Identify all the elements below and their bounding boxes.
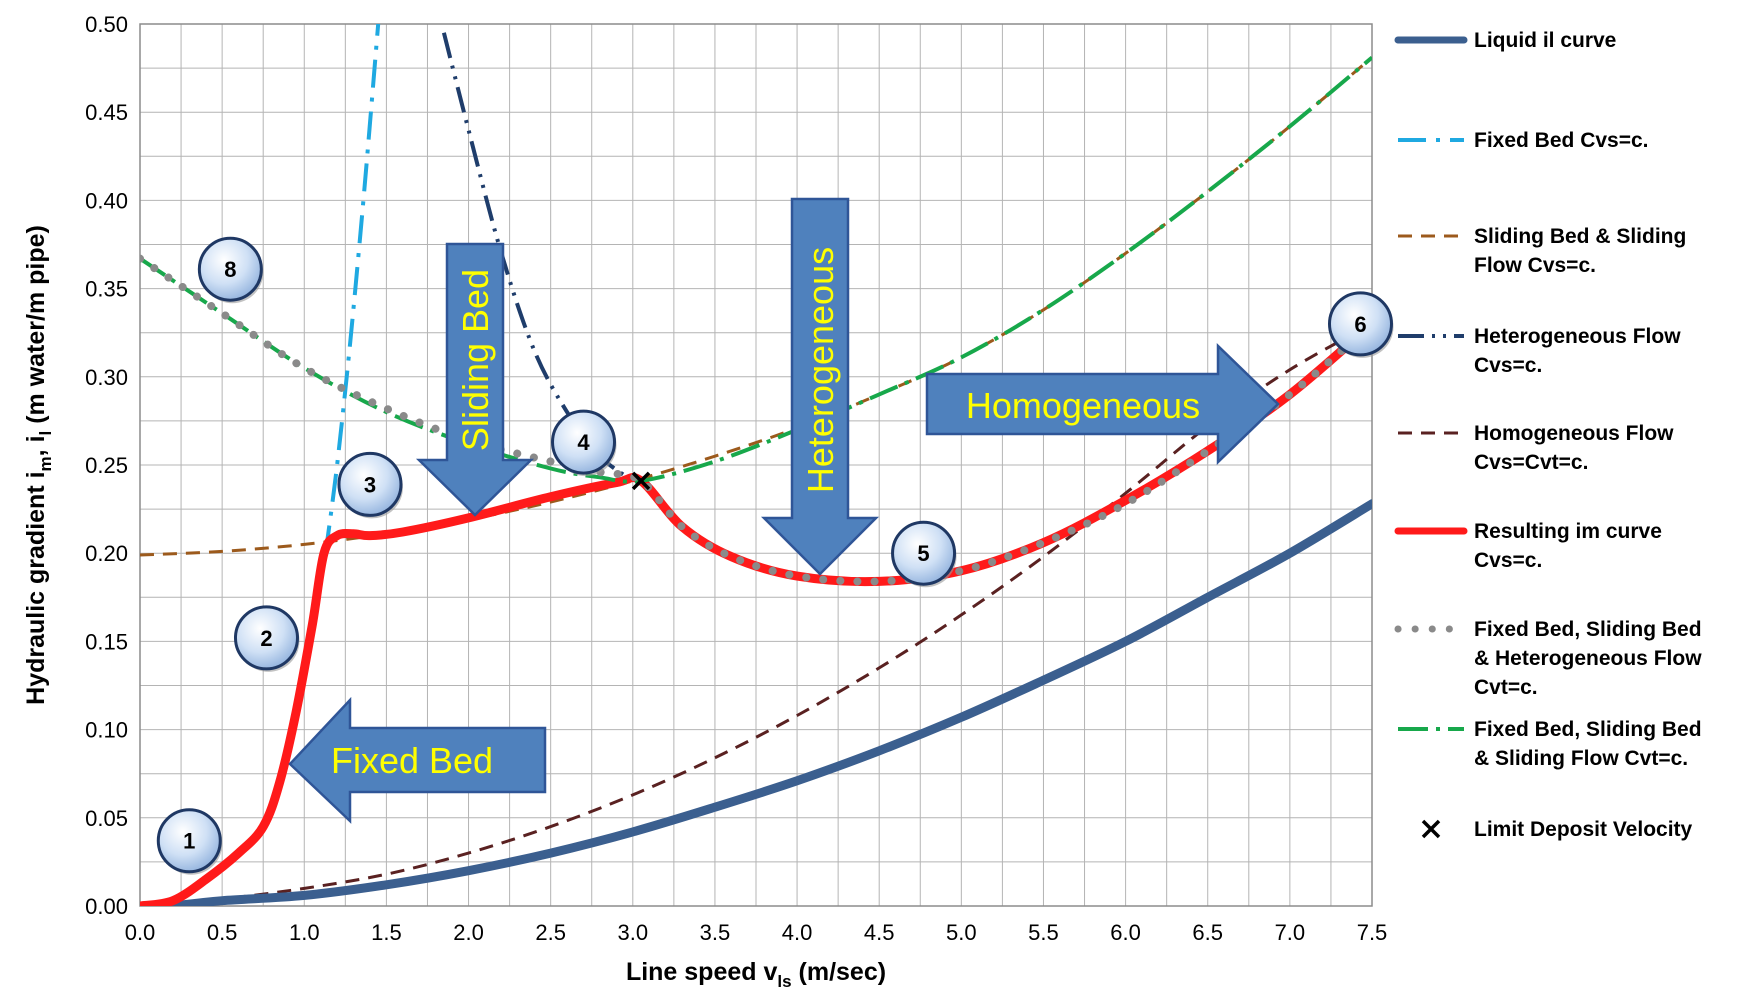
plot-border: [139, 23, 1373, 907]
fixed-bed-label: Fixed Bed: [331, 740, 493, 781]
x-tick-label: 3.5: [700, 920, 731, 945]
badge-layer: 1 2 3 4 5 6 8: [156, 236, 1394, 875]
x-tick-label: 2.5: [535, 920, 566, 945]
legend-label: Sliding Bed & Sliding: [1474, 225, 1686, 248]
y-axis-title-main: Hydraulic gradient i: [22, 471, 50, 704]
homogeneous-label: Homogeneous: [966, 385, 1200, 426]
legend-label: & Sliding Flow Cvt=c.: [1474, 747, 1688, 770]
y-axis-title-subscript: l: [36, 431, 55, 436]
y-tick-label: 0.25: [85, 453, 128, 478]
sliding-bed-arrow: [415, 242, 535, 517]
y-axis-title-subscript: m: [36, 456, 55, 471]
y-tick-label: 0.30: [85, 365, 128, 390]
legend-label: Homogeneous Flow: [1474, 422, 1674, 445]
badge-label: 5: [917, 541, 929, 566]
x-tick-label: 0.0: [125, 920, 156, 945]
y-tick-label: 0.15: [85, 629, 128, 654]
y-axis-title-separator: , i: [22, 435, 50, 456]
x-tick-label: 6.0: [1110, 920, 1141, 945]
badge-label: 1: [183, 829, 195, 854]
sliding-bed-label: Sliding Bed: [455, 269, 496, 451]
y-tick-label: 0.50: [85, 12, 128, 37]
x-axis-title: Line speed vls (m/sec): [626, 958, 886, 991]
y-axis-title-unit: (m water/m pipe): [22, 225, 50, 431]
legend-label: Flow Cvs=c.: [1474, 254, 1596, 277]
badge-circle: [551, 409, 617, 475]
y-tick-label: 0.40: [85, 188, 128, 213]
fixed-bed-arrow: [288, 696, 547, 824]
homogeneous-arrow: [925, 343, 1280, 465]
legend-label: Liquid il curve: [1474, 29, 1616, 52]
limit-deposit-marker: [631, 471, 651, 491]
x-axis-title-main: Line speed v: [626, 958, 778, 986]
legend-label: Limit Deposit Velocity: [1474, 818, 1693, 841]
badge-circle: [156, 808, 222, 874]
legend-label: Fixed Bed, Sliding Bed: [1474, 618, 1702, 641]
tick-labels: 0.0 0.5 1.0 1.5 2.0 2.5 3.0 3.5 4.0 4.5 5.0 5.5 6.0 6…: [85, 12, 1387, 945]
legend-label: Fixed Bed, Sliding Bed: [1474, 718, 1702, 741]
series-line-7: [140, 254, 1372, 586]
legend-label: Cvt=c.: [1474, 676, 1538, 699]
y-tick-label: 0.00: [85, 894, 128, 919]
axis-titles: Line speed vls (m/sec) Hydraulic gradient…: [22, 225, 886, 991]
series-line-5: [140, 322, 1372, 906]
x-tick-label: 1.0: [289, 920, 320, 945]
x-tick-label: 7.5: [1357, 920, 1388, 945]
legend-label: Heterogeneous Flow: [1474, 325, 1681, 348]
series-line-2: [323, 24, 381, 554]
x-tick-label: 6.5: [1192, 920, 1223, 945]
x-tick-label: 3.0: [618, 920, 649, 945]
heterogeneous-label: Heterogeneous: [800, 247, 841, 493]
y-tick-label: 0.35: [85, 277, 128, 302]
x-tick-label: 1.5: [371, 920, 402, 945]
legend-label: Cvs=Cvt=c.: [1474, 451, 1588, 474]
y-tick-label: 0.05: [85, 806, 128, 831]
x-axis-title-subscript: ls: [777, 972, 791, 991]
legend-label: Cvs=c.: [1474, 354, 1542, 377]
badge-circle: [337, 451, 403, 517]
badge-circle: [197, 236, 263, 302]
x-axis-title-unit: (m/sec): [792, 958, 886, 986]
badge-label: 8: [224, 257, 236, 282]
legend-label: Cvs=c.: [1474, 549, 1542, 572]
legend-limit-deposit-marker: [1421, 819, 1441, 839]
badge-circle: [233, 605, 299, 671]
badge-label: 2: [260, 626, 272, 651]
series-line-6: [140, 319, 1372, 906]
x-tick-label: 0.5: [207, 920, 238, 945]
heterogeneous-arrow: [760, 197, 880, 576]
x-tick-label: 2.0: [453, 920, 484, 945]
legend-label: Fixed Bed Cvs=c.: [1474, 129, 1649, 152]
x-tick-label: 5.5: [1028, 920, 1059, 945]
series-line-1: [168, 499, 1372, 906]
badge-circle: [1328, 291, 1394, 357]
x-tick-label: 7.0: [1275, 920, 1306, 945]
badge-label: 6: [1354, 312, 1366, 337]
badge-label: 3: [364, 472, 376, 497]
legend-label: & Heterogeneous Flow: [1474, 647, 1702, 670]
x-tick-label: 4.5: [864, 920, 895, 945]
annotation-layer: Fixed Bed Sliding Bed Heterogeneous Homogen…: [288, 197, 1280, 824]
badge-label: 4: [577, 430, 590, 455]
legend: Liquid il curve Fixed Bed Cvs=c. Sliding B…: [1394, 29, 1702, 841]
y-axis-title: Hydraulic gradient im, il (m water/m pip…: [22, 225, 55, 705]
x-tick-label: 4.0: [782, 920, 813, 945]
x-tick-label: 5.0: [946, 920, 977, 945]
y-tick-label: 0.45: [85, 100, 128, 125]
badge-circle: [891, 520, 957, 586]
y-tick-label: 0.20: [85, 541, 128, 566]
legend-label: Resulting im curve: [1474, 520, 1662, 543]
y-tick-label: 0.10: [85, 718, 128, 743]
